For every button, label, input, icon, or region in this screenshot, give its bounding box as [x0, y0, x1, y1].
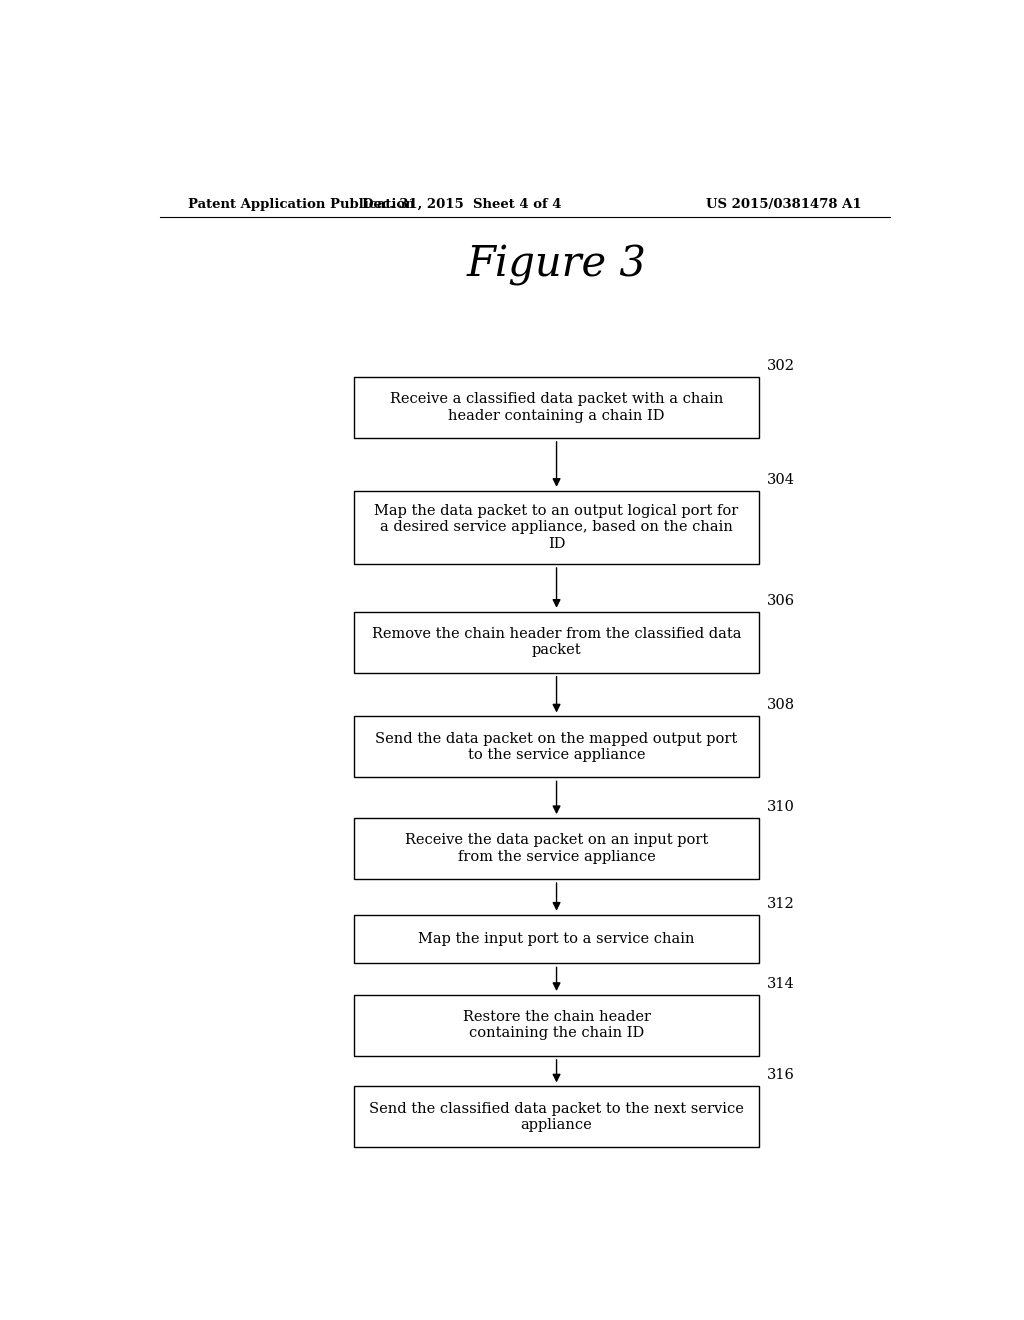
FancyBboxPatch shape: [354, 915, 759, 964]
Text: Dec. 31, 2015  Sheet 4 of 4: Dec. 31, 2015 Sheet 4 of 4: [361, 198, 561, 211]
Text: Patent Application Publication: Patent Application Publication: [187, 198, 415, 211]
Text: Send the data packet on the mapped output port
to the service appliance: Send the data packet on the mapped outpu…: [376, 731, 737, 762]
Text: 316: 316: [767, 1068, 795, 1082]
Text: 306: 306: [767, 594, 795, 607]
Text: 302: 302: [767, 359, 795, 372]
Text: Remove the chain header from the classified data
packet: Remove the chain header from the classif…: [372, 627, 741, 657]
Text: Restore the chain header
containing the chain ID: Restore the chain header containing the …: [463, 1010, 650, 1040]
FancyBboxPatch shape: [354, 378, 759, 438]
FancyBboxPatch shape: [354, 717, 759, 777]
Text: Receive a classified data packet with a chain
header containing a chain ID: Receive a classified data packet with a …: [390, 392, 723, 422]
Text: Map the input port to a service chain: Map the input port to a service chain: [418, 932, 695, 946]
FancyBboxPatch shape: [354, 611, 759, 673]
Text: Map the data packet to an output logical port for
a desired service appliance, b: Map the data packet to an output logical…: [375, 504, 738, 550]
FancyBboxPatch shape: [354, 1086, 759, 1147]
Text: 312: 312: [767, 896, 795, 911]
FancyBboxPatch shape: [354, 818, 759, 879]
Text: Figure 3: Figure 3: [467, 244, 646, 286]
Text: 304: 304: [767, 473, 795, 487]
Text: Receive the data packet on an input port
from the service appliance: Receive the data packet on an input port…: [404, 833, 709, 863]
FancyBboxPatch shape: [354, 491, 759, 564]
Text: 314: 314: [767, 977, 795, 991]
Text: 310: 310: [767, 800, 795, 814]
Text: Send the classified data packet to the next service
appliance: Send the classified data packet to the n…: [369, 1102, 744, 1133]
FancyBboxPatch shape: [354, 995, 759, 1056]
Text: 308: 308: [767, 698, 795, 713]
Text: US 2015/0381478 A1: US 2015/0381478 A1: [707, 198, 862, 211]
